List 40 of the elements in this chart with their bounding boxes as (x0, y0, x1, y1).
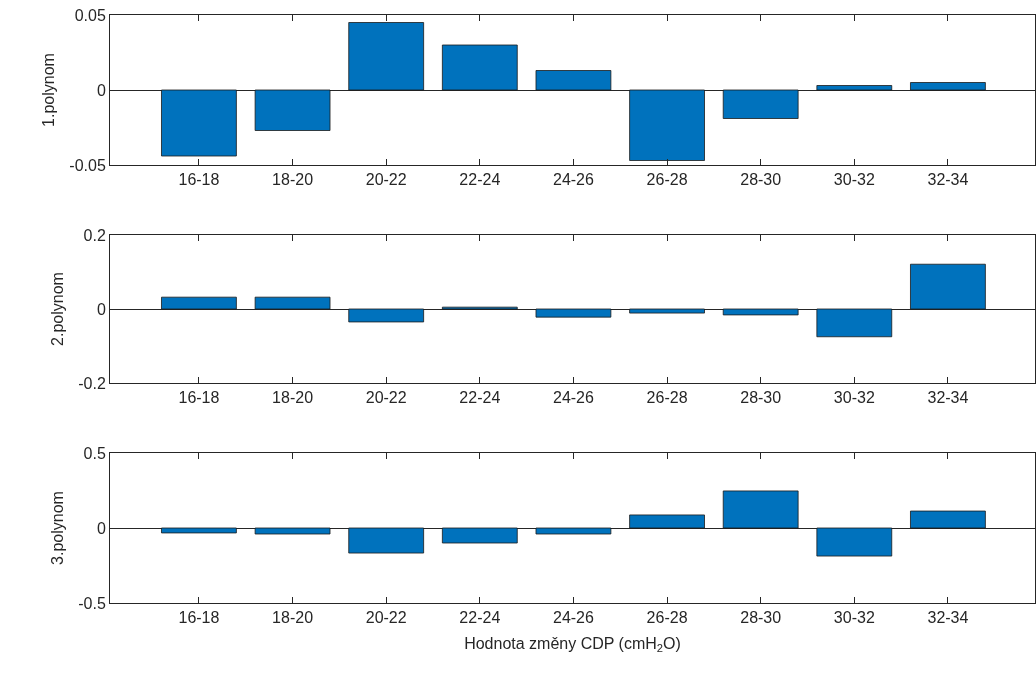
x-tick-label: 24-26 (552, 609, 594, 627)
x-tick-label: 26-28 (646, 171, 688, 189)
x-tick-label: 30-32 (833, 171, 875, 189)
x-tick-label: 30-32 (833, 609, 875, 627)
x-tick-label: 18-20 (272, 609, 314, 627)
y-tick-label: -0.5 (78, 594, 106, 612)
y-tick-label: 0.5 (83, 444, 106, 462)
y-tick-label: 0 (96, 81, 106, 99)
x-tick-label: 28-30 (740, 609, 782, 627)
x-tick-label: 26-28 (646, 609, 688, 627)
y-tick-label: -0.2 (78, 374, 106, 392)
x-tick-label: 16-18 (178, 171, 220, 189)
y-axis-title: 1.polynom (40, 53, 58, 127)
y-tick-label: 0 (96, 519, 106, 537)
x-tick-label: 22-24 (459, 609, 501, 627)
y-tick-label: 0.2 (83, 226, 106, 244)
y-tick-label: 0 (96, 300, 106, 318)
x-tick-label: 20-22 (365, 389, 407, 407)
x-tick-label: 32-34 (927, 609, 969, 627)
x-axis-title: Hodnota změny CDP (cmH$_{2}$O) (464, 634, 681, 655)
y-axis-title: 3.polynom (49, 491, 67, 565)
x-tick-label: 20-22 (365, 609, 407, 627)
x-tick-label: 18-20 (272, 171, 314, 189)
x-tick-label: 22-24 (459, 389, 501, 407)
x-tick-label: 26-28 (646, 389, 688, 407)
x-tick-label: 24-26 (552, 389, 594, 407)
x-tick-label: 32-34 (927, 171, 969, 189)
x-tick-label: 28-30 (740, 389, 782, 407)
x-tick-label: 32-34 (927, 389, 969, 407)
y-tick-label: 0.05 (74, 6, 106, 24)
x-tick-label: 30-32 (833, 389, 875, 407)
x-tick-label: 20-22 (365, 171, 407, 189)
x-tick-label: 24-26 (552, 171, 594, 189)
x-tick-label: 18-20 (272, 389, 314, 407)
x-tick-label: 16-18 (178, 609, 220, 627)
y-axis-title: 2.polynom (49, 272, 67, 346)
x-tick-label: 28-30 (740, 171, 782, 189)
y-tick-label: -0.05 (69, 156, 106, 174)
x-tick-label: 22-24 (459, 171, 501, 189)
x-tick-label: 16-18 (178, 389, 220, 407)
